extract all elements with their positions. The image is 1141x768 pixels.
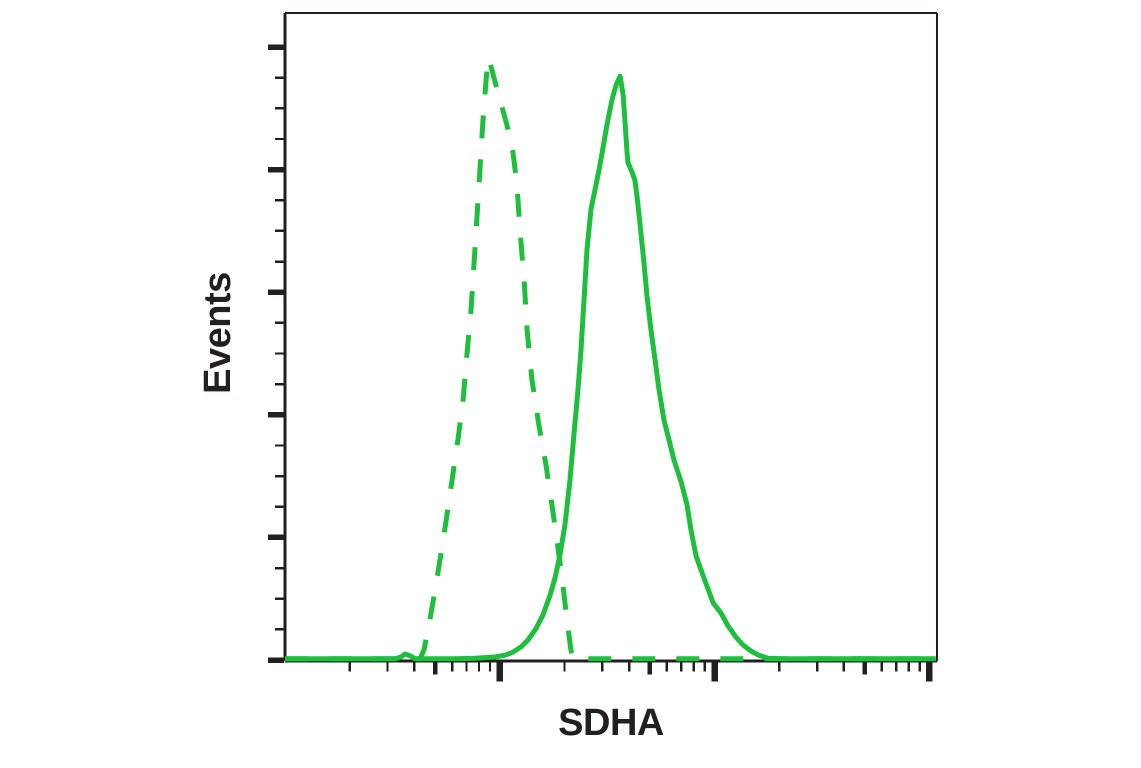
axis-ticks: [268, 44, 933, 682]
x-axis-label: SDHA: [558, 702, 664, 744]
dashed-histogram-curve: [285, 55, 936, 662]
histogram-curves: [285, 55, 936, 662]
solid-histogram-curve: [285, 73, 936, 662]
